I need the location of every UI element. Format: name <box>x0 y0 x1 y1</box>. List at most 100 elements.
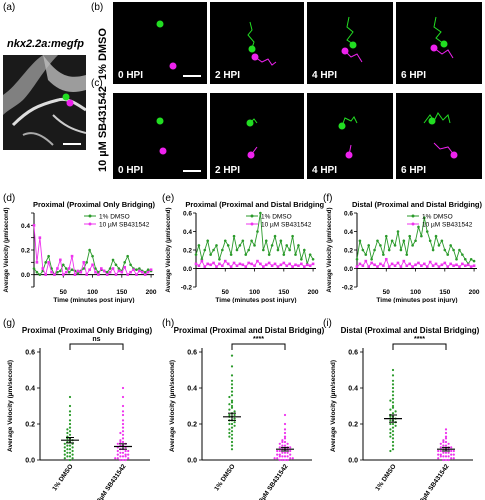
timepoint-label: 0 HPI <box>118 165 144 176</box>
data-point <box>230 404 234 408</box>
data-point <box>285 264 289 268</box>
data-point <box>68 404 72 408</box>
data-point <box>391 404 395 408</box>
data-point <box>127 449 130 453</box>
data-point <box>250 262 253 266</box>
data-point <box>391 379 395 382</box>
data-point <box>425 230 429 233</box>
data-point <box>121 422 125 426</box>
legend-label: 10 µM SB431542 <box>261 222 312 229</box>
data-point <box>437 449 440 453</box>
y-tick-label: 0.2 <box>348 422 358 429</box>
data-point <box>85 261 88 264</box>
data-point <box>71 449 74 453</box>
data-point <box>283 451 287 454</box>
line-chart-e: Proximal (Proximal and Distal Bridging) -… <box>166 200 324 303</box>
y-tick-label: 0.0 <box>344 266 353 273</box>
data-point <box>230 386 234 390</box>
data-point <box>444 428 448 431</box>
data-point <box>68 430 72 433</box>
data-point <box>206 239 210 243</box>
data-point <box>238 244 242 247</box>
data-point <box>71 457 74 460</box>
data-point <box>218 257 221 261</box>
data-point <box>149 268 153 272</box>
data-point <box>428 260 432 264</box>
data-point <box>230 426 234 429</box>
panel-label-a: (a) <box>3 2 16 13</box>
data-point <box>439 449 442 453</box>
data-point <box>68 451 72 454</box>
data-point <box>121 455 125 458</box>
frame-dmso-4-image <box>341 16 363 63</box>
data-point <box>114 457 117 460</box>
data-point <box>276 453 279 456</box>
data-point <box>111 267 115 270</box>
data-point <box>414 263 417 267</box>
data-point <box>364 259 368 263</box>
data-point <box>143 270 147 274</box>
data-point <box>64 267 68 270</box>
data-point <box>308 253 312 256</box>
y-tick-label: 0.4 <box>183 229 192 236</box>
data-point <box>140 270 144 274</box>
data-point <box>389 408 392 411</box>
data-point <box>283 437 287 440</box>
data-point <box>373 248 376 252</box>
data-point <box>384 257 388 261</box>
data-point <box>376 265 379 268</box>
data-point <box>294 263 297 267</box>
data-point <box>447 455 450 458</box>
data-point <box>273 234 277 238</box>
data-point <box>241 263 245 267</box>
data-point <box>355 257 359 261</box>
chart-title: Distal (Proximal and Distal Bridging) <box>341 326 480 335</box>
data-point <box>439 446 442 449</box>
data-point <box>442 455 445 458</box>
data-point <box>283 455 287 458</box>
data-point <box>278 442 281 445</box>
data-point <box>66 428 69 431</box>
data-point <box>200 259 204 263</box>
data-point <box>250 239 253 243</box>
legend-label: 1% DMSO <box>422 214 453 221</box>
x-tick-label: 100 <box>410 289 421 296</box>
legend-label: 10 µM SB431542 <box>422 222 473 229</box>
line-chart-d: Proximal (Proximal Only Bridging) 0.0 0.2 0… <box>4 200 157 303</box>
data-point <box>450 449 453 453</box>
data-point <box>442 440 445 444</box>
line-chart-f: Distal (Proximal and Distal Bridging) -0.… <box>327 200 483 303</box>
frame-dmso-2-image <box>247 21 277 66</box>
y-tick-label: 0.6 <box>187 350 197 357</box>
data-point <box>308 264 312 268</box>
y-axis-label: Average Velocity (µm/second) <box>166 208 172 293</box>
data-point <box>273 262 277 266</box>
data-point <box>434 262 438 266</box>
data-point <box>127 457 130 460</box>
y-axis-label: Average Velocity (µm/second) <box>330 360 337 452</box>
data-point <box>452 449 455 453</box>
y-axis-label: Average Velocity (µm/second) <box>169 360 176 452</box>
data-point <box>391 437 395 440</box>
data-point <box>123 265 127 269</box>
data-point <box>440 239 444 243</box>
data-point <box>259 211 262 215</box>
data-point <box>121 430 125 433</box>
data-point <box>121 426 125 429</box>
data-point <box>124 455 127 458</box>
data-point <box>389 422 392 426</box>
data-point <box>389 399 392 402</box>
data-point <box>452 248 455 252</box>
x-tick-label: 50 <box>383 289 391 296</box>
data-point <box>228 408 231 411</box>
data-point <box>233 421 236 424</box>
data-point <box>405 264 409 268</box>
data-point <box>229 265 233 268</box>
data-point <box>105 270 109 274</box>
data-point <box>305 263 309 267</box>
data-point <box>226 262 230 266</box>
data-point <box>226 244 230 247</box>
chart-title: Proximal (Proximal Only Bridging) <box>33 200 156 209</box>
data-point <box>358 262 362 266</box>
y-tick-label: 0.4 <box>25 386 35 393</box>
